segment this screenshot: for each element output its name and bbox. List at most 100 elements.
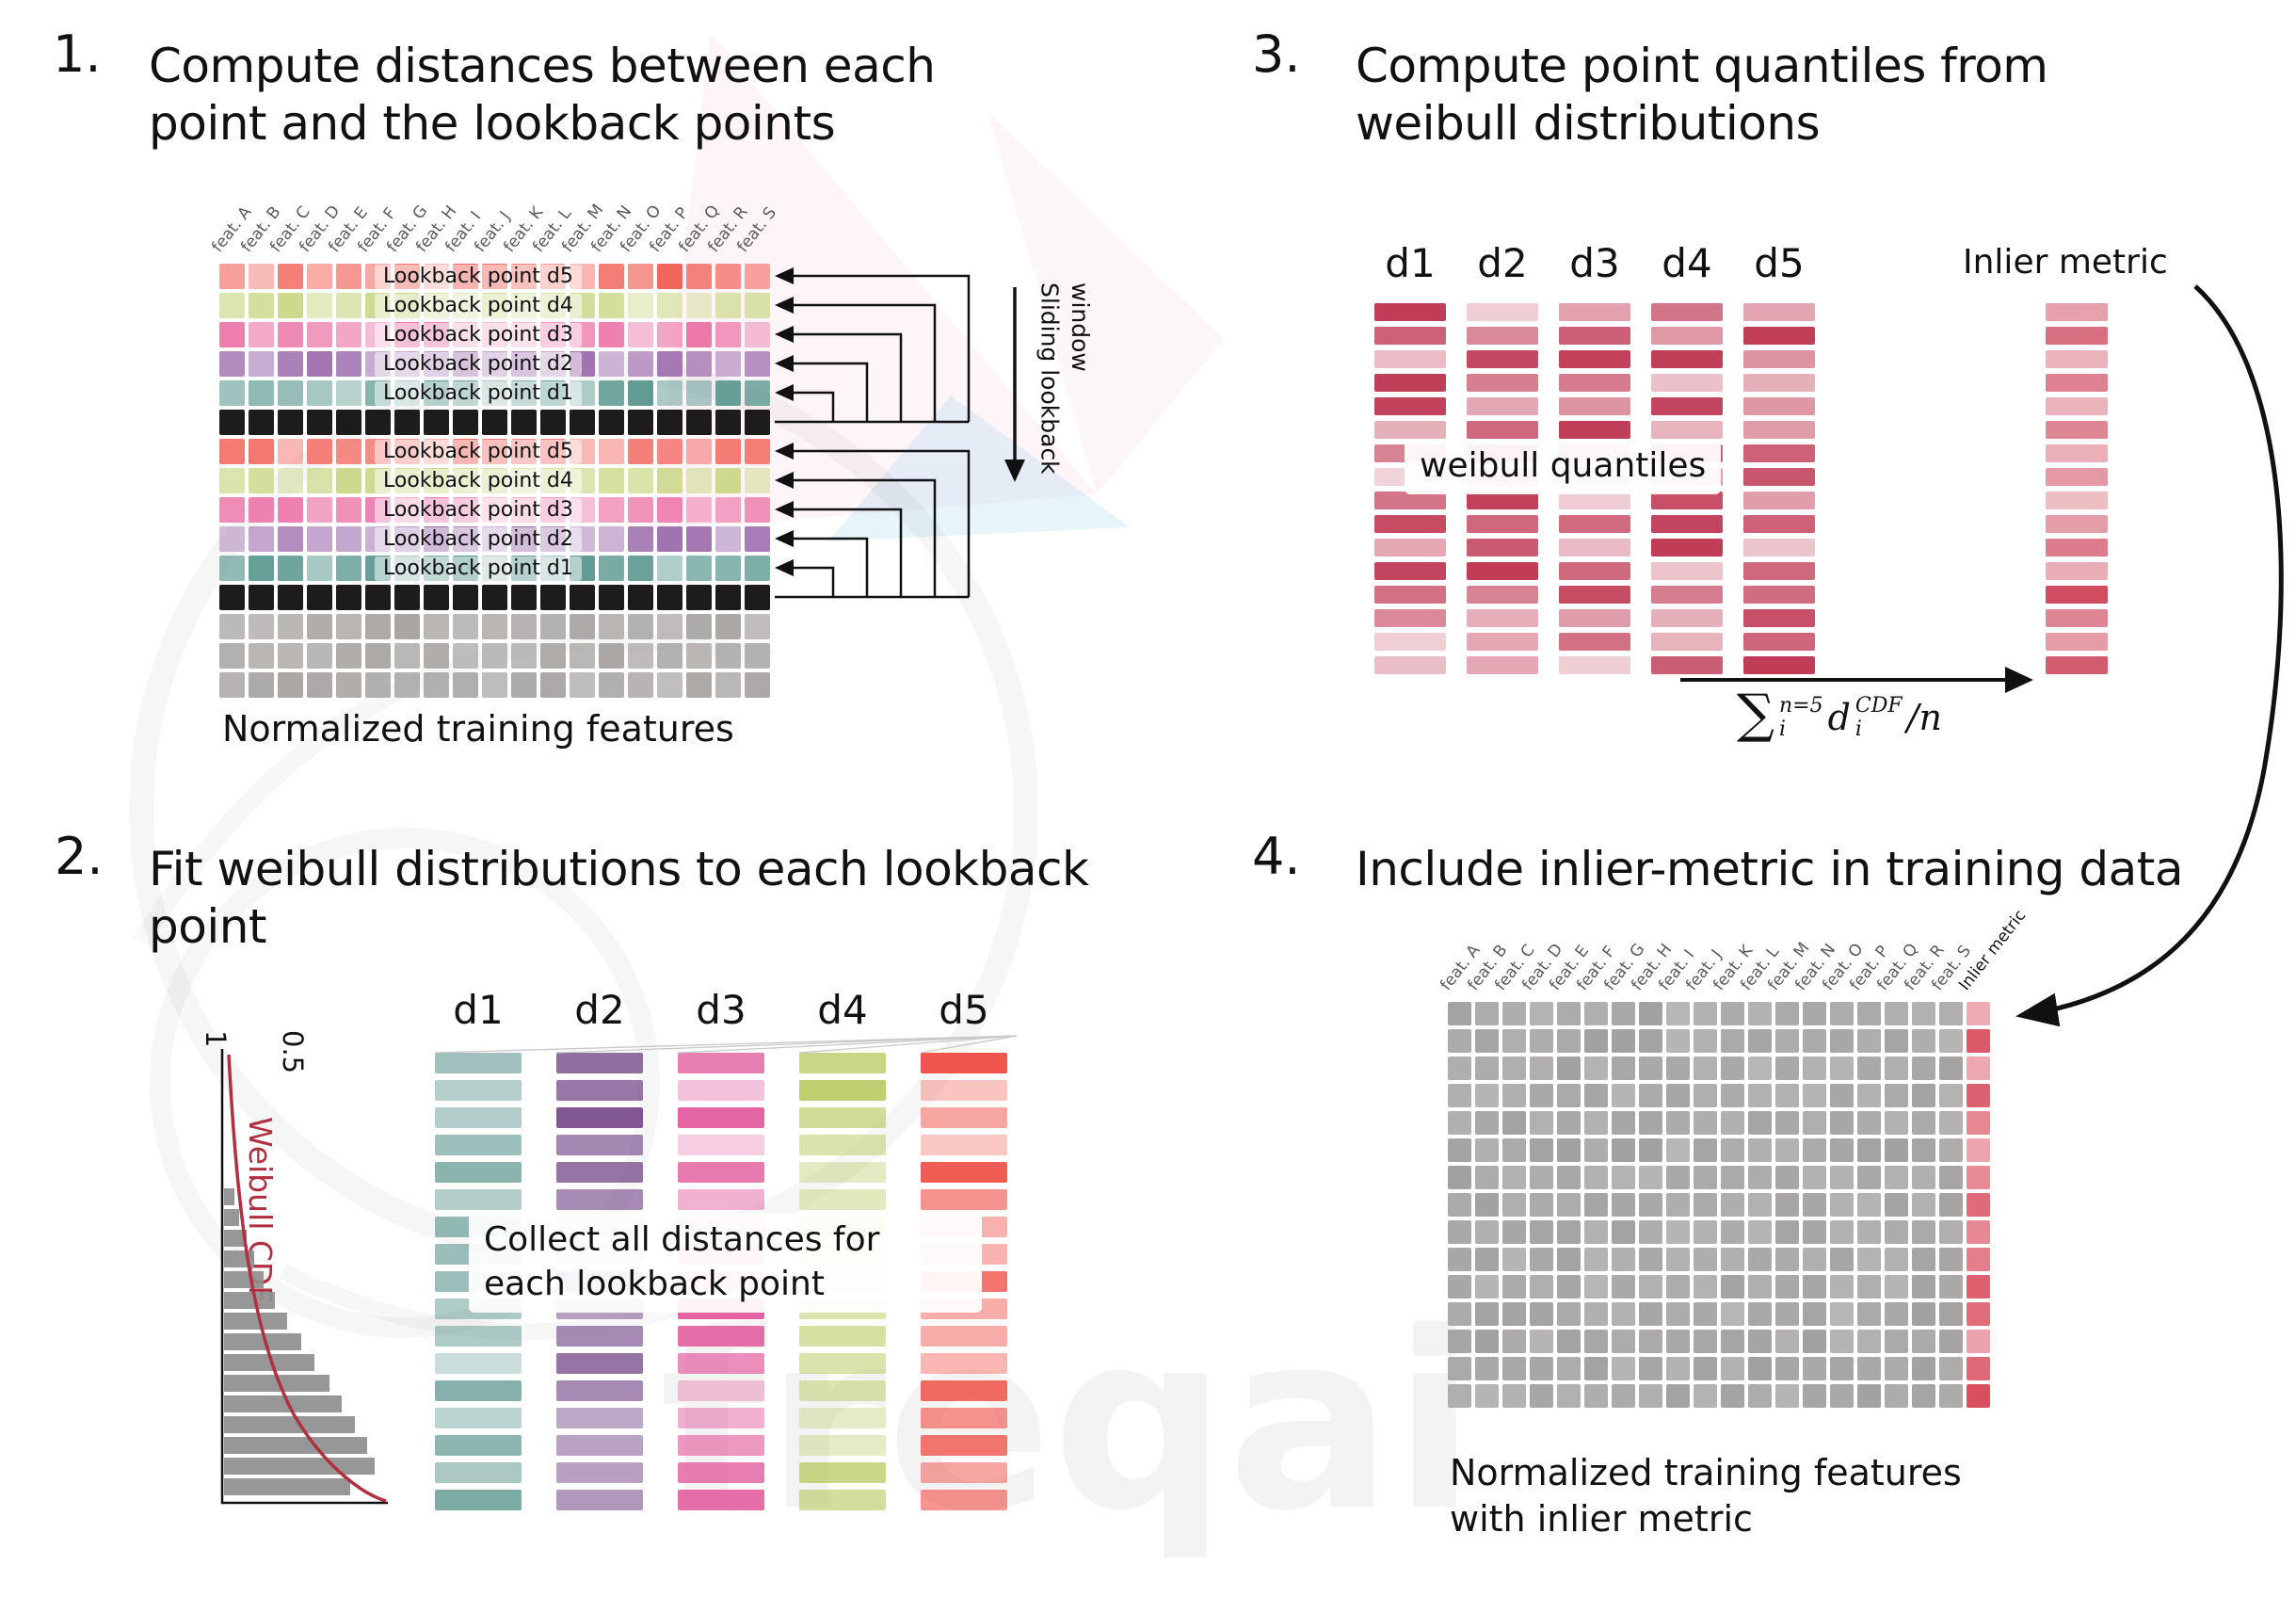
grid-cell (686, 439, 712, 464)
grid-cell (657, 351, 682, 377)
feature-cell (1775, 1084, 1799, 1107)
feature-cell (1448, 1220, 1471, 1244)
feature-cell (1530, 1138, 1553, 1162)
feature-cell (1830, 1166, 1854, 1189)
feature-cell (1775, 1275, 1799, 1299)
grid-cell (307, 672, 332, 698)
feature-cell (1666, 1138, 1690, 1162)
feature-cell (1721, 1357, 1744, 1380)
feature-cell (1448, 1193, 1471, 1217)
formula-variable: d (1827, 697, 1851, 738)
feature-cell (1885, 1166, 1908, 1189)
lookback-row-d2: Lookback point d2 (219, 351, 770, 377)
grid-cell (745, 380, 770, 406)
grid-cell (365, 410, 391, 435)
feature-cell (1502, 1248, 1526, 1271)
feature-cell (1803, 1330, 1826, 1353)
feature-cell (1557, 1084, 1581, 1107)
grid-cell (336, 556, 361, 581)
feature-cell (1803, 1384, 1826, 1408)
feature-cell (1639, 1248, 1662, 1271)
grid-cell (570, 614, 595, 639)
grid-cell (394, 410, 420, 435)
inlier-metric-cell (1967, 1357, 1990, 1380)
feature-cell (1475, 1302, 1499, 1326)
feature-cell (1639, 1138, 1662, 1162)
grid-cell (249, 439, 274, 464)
feature-cell (1557, 1166, 1581, 1189)
feature-cell (1639, 1057, 1662, 1080)
grid-cell (599, 556, 624, 581)
grid-cell (686, 264, 712, 289)
lookback-row-d3: Lookback point d3 (219, 497, 770, 523)
grid-cell (715, 468, 741, 493)
grid-cell (336, 643, 361, 669)
grid-cell (715, 585, 741, 610)
feature-cell (1530, 1330, 1553, 1353)
current-point-row (219, 585, 770, 610)
lookback-row-label: Lookback point d2 (375, 351, 582, 377)
feature-cell (1748, 1248, 1772, 1271)
inlier-metric-cell (1967, 1193, 1990, 1217)
feature-cell (1584, 1357, 1608, 1380)
grid-cell (599, 468, 624, 493)
grid-cell (219, 439, 245, 464)
inlier-metric-cell (1967, 1302, 1990, 1326)
caption-line: Normalized training features (1450, 1452, 1962, 1493)
feature-cell (1912, 1330, 1935, 1353)
lookback-row-d5: Lookback point d5 (219, 264, 770, 289)
feature-cell (1530, 1084, 1553, 1107)
feature-cell (1475, 1002, 1499, 1025)
grid-cell (657, 264, 682, 289)
grid-cell (482, 614, 507, 639)
grid-cell (278, 672, 303, 698)
feature-cell (1694, 1002, 1717, 1025)
grid-cell (599, 439, 624, 464)
feature-cell (1775, 1193, 1799, 1217)
grid-cell (249, 643, 274, 669)
grid-cell (628, 585, 653, 610)
feature-cell (1557, 1193, 1581, 1217)
feature-cell (1666, 1193, 1690, 1217)
feature-cell (1939, 1138, 1963, 1162)
weibull-quantiles-overlay: weibull quantiles (1405, 439, 1722, 494)
feature-cell (1448, 1166, 1471, 1189)
feature-cell (1557, 1357, 1581, 1380)
grid-cell (482, 643, 507, 669)
grid-cell (745, 410, 770, 435)
grid-cell (394, 614, 420, 639)
feature-cell (1557, 1002, 1581, 1025)
grid-cell (745, 351, 770, 377)
grid-cell (686, 410, 712, 435)
feature-cell (1666, 1029, 1690, 1053)
grid-cell (307, 614, 332, 639)
feature-cell (1666, 1275, 1690, 1299)
lookback-row-d1: Lookback point d1 (219, 380, 770, 406)
grid-cell (715, 351, 741, 377)
grid-cell (278, 614, 303, 639)
feature-cell (1475, 1029, 1499, 1053)
grid-cell (745, 264, 770, 289)
feature-cell (1475, 1220, 1499, 1244)
grid-cell (599, 643, 624, 669)
feature-cell (1557, 1138, 1581, 1162)
feature-cell (1557, 1248, 1581, 1271)
grid-cell (657, 439, 682, 464)
grid-cell (628, 293, 653, 318)
grid-cell (453, 585, 478, 610)
feature-cell (1475, 1166, 1499, 1189)
feature-cell (1939, 1384, 1963, 1408)
feature-cell (1475, 1384, 1499, 1408)
grid-cell (394, 585, 420, 610)
feature-cell (1557, 1057, 1581, 1080)
feature-cell (1475, 1057, 1499, 1080)
grid-cell (249, 351, 274, 377)
grid-cell (482, 672, 507, 698)
grid-cell (599, 672, 624, 698)
feature-cell (1885, 1084, 1908, 1107)
training-row (1448, 1111, 1990, 1135)
grid-cell (219, 497, 245, 523)
grid-cell (278, 497, 303, 523)
feature-cell (1694, 1138, 1717, 1162)
